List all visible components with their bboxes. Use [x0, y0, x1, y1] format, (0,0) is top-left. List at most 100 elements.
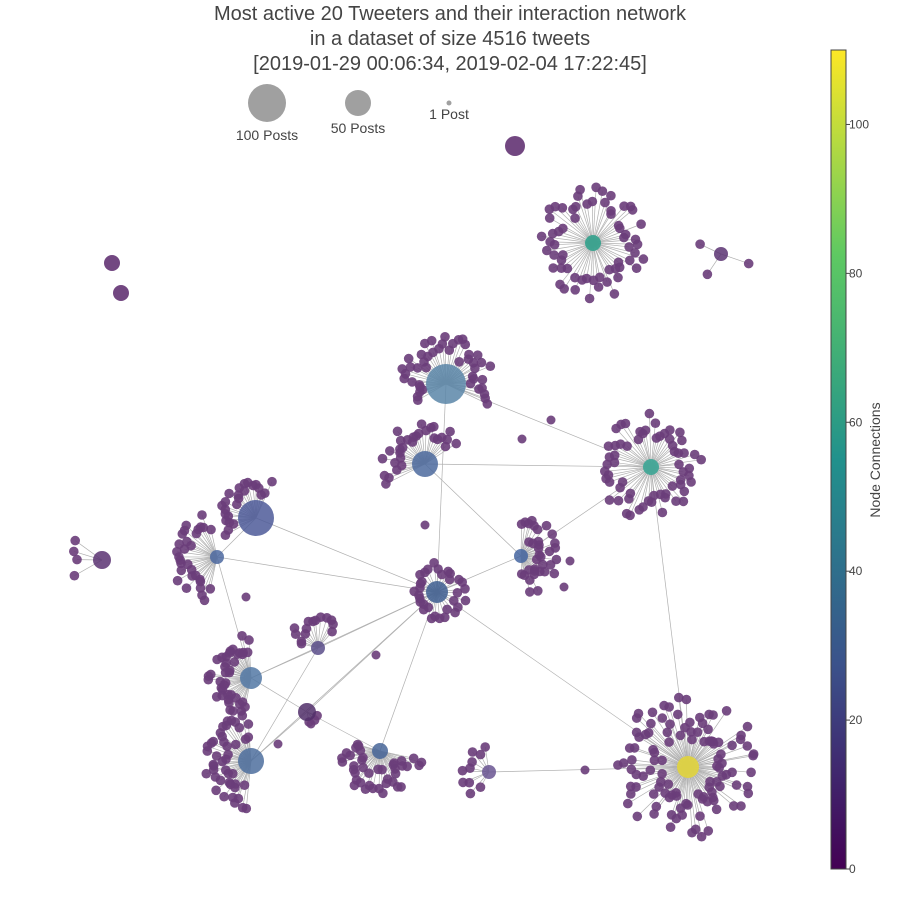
leaf-node	[634, 505, 645, 515]
leaf-node	[440, 332, 450, 342]
edges-layer	[73, 187, 754, 837]
leaf-node	[412, 363, 423, 373]
leaf-node	[205, 584, 216, 594]
hub-node	[426, 364, 466, 404]
leaf-node	[211, 785, 221, 796]
hub-edge	[255, 517, 438, 593]
colorbar-tick-label: 60	[849, 415, 863, 429]
leaf-edge	[592, 206, 631, 244]
leaf-node	[625, 255, 635, 266]
bridge-node	[517, 434, 527, 444]
leaf-node	[630, 248, 640, 258]
leaf-node	[414, 760, 424, 771]
leaf-node	[587, 196, 598, 207]
leaf-node	[458, 777, 468, 788]
leaf-node	[627, 755, 637, 765]
hub-edge	[216, 556, 438, 593]
leaf-node	[674, 459, 684, 470]
leaf-node	[542, 245, 552, 256]
leaf-node	[181, 520, 191, 531]
hub-edge	[306, 591, 438, 713]
leaf-edge	[592, 209, 633, 244]
bridge-node	[306, 719, 316, 729]
colorbar-tick-label: 100	[849, 117, 869, 131]
leaf-node	[604, 264, 615, 275]
leaf-edge	[620, 424, 652, 468]
colorbar-tick-label: 0	[849, 862, 856, 876]
colorbar-title: Node Connections	[867, 402, 883, 517]
leaf-node	[631, 727, 642, 738]
leaf-node	[631, 263, 642, 274]
leaf-node	[549, 568, 560, 579]
leaf-node	[677, 435, 687, 446]
leaf-node	[423, 564, 433, 575]
leaf-node	[182, 536, 192, 547]
leaf-edge	[625, 423, 652, 468]
leaf-node	[549, 250, 559, 260]
leaf-node	[602, 277, 612, 287]
bridge-node	[371, 650, 381, 660]
leaf-node	[657, 769, 667, 779]
leaf-node	[541, 520, 552, 531]
leaf-node	[444, 574, 455, 585]
leaf-node	[675, 730, 686, 741]
leaf-node	[715, 781, 725, 792]
leaf-node	[223, 749, 233, 760]
leaf-node	[328, 619, 338, 630]
leaf-node	[208, 759, 219, 770]
leaf-edge	[626, 466, 652, 514]
bridge-node	[273, 739, 283, 749]
leaf-node	[623, 798, 633, 809]
leaf-node	[224, 488, 234, 499]
leaf-node	[172, 546, 182, 557]
leaf-node	[475, 749, 486, 760]
hub-node	[585, 235, 601, 251]
leaf-node	[743, 788, 754, 799]
leaf-node	[721, 706, 732, 716]
leaf-node	[545, 560, 556, 570]
leaf-node	[664, 702, 674, 712]
chart-title: Most active 20 Tweeters and their intera…	[0, 2, 900, 77]
leaf-node	[485, 361, 496, 372]
leaf-node	[736, 801, 746, 811]
leaf-node	[452, 588, 463, 598]
leaf-edge	[579, 189, 594, 244]
leaf-node	[648, 744, 658, 755]
leaf-node	[243, 719, 254, 729]
leaf-node	[224, 777, 235, 788]
hub-node	[426, 581, 448, 603]
leaf-node	[651, 801, 662, 812]
leaf-node	[260, 488, 270, 499]
leaf-node	[70, 535, 80, 546]
leaf-node	[208, 736, 219, 747]
leaf-node	[480, 742, 491, 752]
leaf-node	[230, 739, 241, 750]
leaf-node	[442, 604, 452, 615]
leaf-node	[689, 449, 700, 460]
leaf-node	[609, 289, 620, 299]
leaf-node	[426, 335, 437, 346]
leaf-node	[211, 751, 222, 761]
legend-label-50: 50 Posts	[331, 120, 385, 136]
leaf-node	[476, 357, 487, 368]
leaf-node	[72, 554, 82, 565]
leaf-node	[225, 705, 235, 715]
leaf-node	[197, 590, 207, 600]
leaf-node	[373, 764, 383, 775]
hub-node	[482, 765, 496, 779]
leaf-node	[703, 826, 714, 836]
leaf-node	[584, 293, 595, 304]
leaf-node	[460, 339, 471, 350]
colorbar-tick-label: 80	[849, 266, 863, 280]
leaf-node	[450, 607, 460, 618]
leaf-node	[206, 669, 216, 680]
leaf-node	[465, 378, 476, 389]
leaf-node	[219, 791, 229, 802]
leaf-node	[643, 728, 654, 738]
leaf-node	[206, 524, 216, 535]
leaf-edge	[629, 466, 652, 516]
leaf-node	[172, 575, 183, 586]
leaf-node	[414, 380, 425, 390]
leaf-node	[696, 454, 706, 465]
leaf-node	[664, 737, 674, 747]
